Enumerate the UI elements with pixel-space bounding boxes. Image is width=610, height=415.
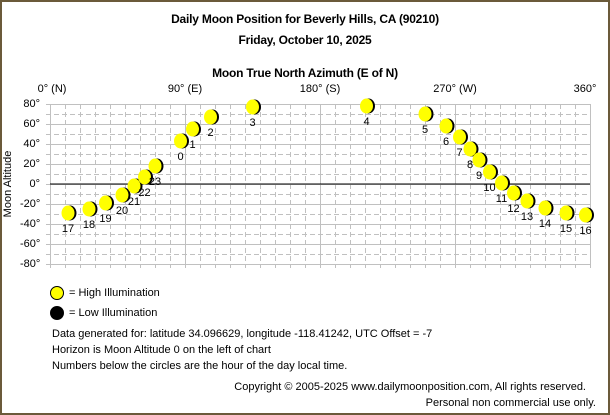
svg-text:18: 18 [83,219,95,231]
moon-hour-17: 17 [61,205,77,235]
moon-hour-21: 21 [127,178,143,208]
moon-hour-6: 6 [439,118,455,148]
moon-hour-4: 4 [360,98,375,128]
moon-hour-13: 13 [520,193,536,223]
legend-high-label: = High Illumination [69,287,160,299]
svg-text:16: 16 [579,225,591,237]
moon-hour-5: 5 [418,106,434,136]
svg-text:23: 23 [149,176,161,188]
moon-hour-3: 3 [246,99,261,129]
svg-text:10: 10 [483,182,495,194]
moon-hour-16: 16 [579,207,594,237]
legend-low-label: = Low Illumination [69,307,158,319]
svg-text:17: 17 [62,223,74,235]
svg-text:7: 7 [456,147,462,159]
svg-text:14: 14 [539,218,551,230]
note-hours: Numbers below the circles are the hour o… [52,360,348,372]
moon-hour-0: 0 [174,133,189,163]
svg-text:22: 22 [138,187,150,199]
moon-hour-8: 8 [463,141,479,171]
svg-text:1: 1 [189,139,195,151]
svg-text:21: 21 [128,196,140,208]
y-tick-minus80: -80° [20,258,41,270]
x-tick-0: 0° (N) [37,83,67,95]
note-location: Data generated for: latitude 34.096629, … [52,328,433,340]
y-tick-20: 20° [23,158,40,170]
y-tick-0: 0° [29,178,40,190]
x-tick-270: 270° (W) [433,83,477,95]
y-tick-80: 80° [23,98,40,110]
moon-hour-7: 7 [453,129,468,159]
svg-text:11: 11 [496,193,507,205]
y-tick-40: 40° [23,138,40,150]
moon-hour-22: 22 [138,169,153,199]
high-illumination-icon [50,286,64,300]
moon-hour-2: 2 [204,109,219,139]
chart-date: Friday, October 10, 2025 [238,33,372,47]
y-tick-60: 60° [23,118,40,130]
moon-hour-15: 15 [559,205,575,235]
x-tick-360: 360° [573,83,597,95]
svg-text:13: 13 [521,211,533,223]
chart-title: Daily Moon Position for Beverly Hills, C… [171,12,439,26]
x-tick-90: 90° (E) [167,83,203,95]
moon-hour-18: 18 [82,201,98,231]
note-horizon: Horizon is Moon Altitude 0 on the left o… [52,344,271,356]
svg-text:20: 20 [116,205,128,217]
legend-low: = Low Illumination [50,306,157,320]
x-tick-180: 180° (S) [299,83,341,95]
svg-text:2: 2 [207,127,213,139]
svg-text:12: 12 [507,203,519,215]
svg-text:8: 8 [467,159,473,171]
moon-hour-14: 14 [538,200,554,230]
svg-text:0: 0 [177,151,183,163]
svg-text:4: 4 [363,116,369,128]
copyright: Copyright © 2005-2025 www.dailymoonposit… [234,381,586,393]
moon-hour-1: 1 [186,121,201,151]
moon-hour-12: 12 [507,185,522,215]
moon-hour-23: 23 [148,158,164,188]
svg-text:15: 15 [560,223,572,235]
svg-text:5: 5 [422,124,428,136]
svg-text:9: 9 [476,170,482,182]
legend-high: = High Illumination [50,286,160,300]
moon-hour-19: 19 [99,195,114,225]
svg-text:6: 6 [443,136,449,148]
low-illumination-icon [50,306,64,320]
moon-hour-9: 9 [472,152,488,182]
y-tick-minus20: -20° [20,198,41,210]
usage-note: Personal non commercial use only. [425,397,596,409]
moon-hour-20: 20 [115,187,131,217]
moon-hour-11: 11 [495,175,510,205]
moon-hour-10: 10 [483,164,498,194]
y-tick-minus40: -40° [20,218,41,230]
svg-text:3: 3 [249,117,255,129]
svg-text:19: 19 [99,213,111,225]
x-axis-title: Moon True North Azimuth (E of N) [212,66,398,80]
y-tick-minus60: -60° [20,238,41,250]
